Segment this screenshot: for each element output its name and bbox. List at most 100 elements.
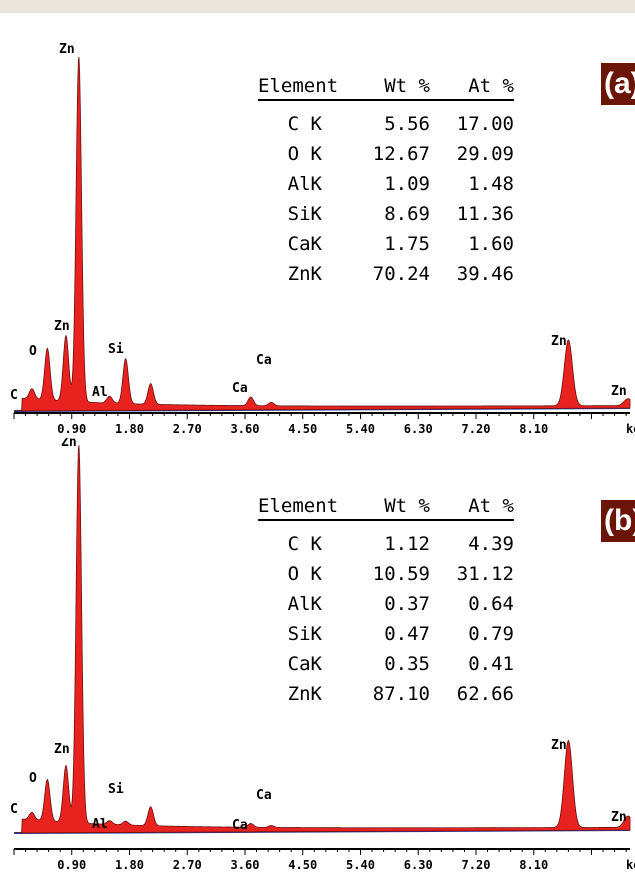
cell-at: 29.09 xyxy=(456,143,514,165)
table-row: CaK 1.75 1.60 xyxy=(258,229,514,259)
x-tick-label: 0.90 xyxy=(57,858,86,872)
cell-wt: 1.12 xyxy=(384,533,430,555)
cell-at: 4.39 xyxy=(468,533,514,555)
cell-element: CaK xyxy=(287,233,322,255)
table-row: AlK 1.09 1.48 xyxy=(258,169,514,199)
table-row: AlK 0.37 0.64 xyxy=(258,589,514,619)
x-tick-label: 2.70 xyxy=(173,858,202,872)
x-tick-label: 6.30 xyxy=(404,858,433,872)
header-at: At % xyxy=(468,495,514,517)
peak-label: Zn xyxy=(59,42,75,57)
cell-element: O K xyxy=(287,563,322,585)
peak-label: Zn xyxy=(551,738,567,753)
x-tick-label: 7.20 xyxy=(462,858,491,872)
peak-label: Ca xyxy=(256,353,272,368)
cell-wt: 0.47 xyxy=(384,623,430,645)
cell-at: 17.00 xyxy=(456,113,514,135)
peak-label: Zn xyxy=(54,319,70,334)
cell-wt: 10.59 xyxy=(372,563,430,585)
table-header: Element Wt % At % xyxy=(258,75,514,101)
cell-wt: 87.10 xyxy=(372,683,430,705)
cell-at: 0.41 xyxy=(468,653,514,675)
cell-element: SiK xyxy=(287,203,322,225)
cell-at: 62.66 xyxy=(456,683,514,705)
x-tick-label: 0.90 xyxy=(57,422,86,436)
panel-label-b: (b) xyxy=(601,500,635,542)
cell-element: CaK xyxy=(287,653,322,675)
table-row: O K 10.59 31.12 xyxy=(258,559,514,589)
header-element: Element xyxy=(258,495,339,517)
cell-element: SiK xyxy=(287,623,322,645)
spectrum-panel-a: 0.90 1.80 2.70 3.60 4.50 5.40 6.30 7.20 8.10 keV C… xyxy=(0,13,635,438)
table-row: CaK 0.35 0.41 xyxy=(258,649,514,679)
cell-at: 1.48 xyxy=(468,173,514,195)
cell-element: AlK xyxy=(287,173,322,195)
x-tick-label: 2.70 xyxy=(173,422,202,436)
x-axis-label: keV xyxy=(626,858,635,872)
cell-at: 1.60 xyxy=(468,233,514,255)
peak-label: Ca xyxy=(256,788,272,803)
peak-label: Si xyxy=(108,782,124,797)
cell-element: AlK xyxy=(287,593,322,615)
x-tick-label: 4.50 xyxy=(288,422,317,436)
cell-element: O K xyxy=(287,143,322,165)
spectrum-area xyxy=(13,56,631,412)
x-tick-label: 7.20 xyxy=(462,422,491,436)
top-border-strip xyxy=(0,0,635,13)
peak-label: Zn xyxy=(611,384,627,399)
table-row: ZnK 87.10 62.66 xyxy=(258,679,514,709)
cell-element: C K xyxy=(287,533,322,555)
spectrum-area xyxy=(13,445,631,834)
composition-table-b: Element Wt % At % C K 1.12 4.39 O K 10.59 31… xyxy=(258,495,514,709)
cell-element: ZnK xyxy=(287,683,322,705)
eds-spectrum-a: 0.90 1.80 2.70 3.60 4.50 5.40 6.30 7.20 8.10 keV C… xyxy=(10,42,635,436)
x-tick-label: 3.60 xyxy=(231,422,260,436)
x-tick-label: 8.10 xyxy=(519,422,548,436)
peak-label: Ca xyxy=(232,818,248,833)
cell-wt: 5.56 xyxy=(384,113,430,135)
x-tick-label: 1.80 xyxy=(115,422,144,436)
cell-at: 39.46 xyxy=(456,263,514,285)
cell-at: 0.79 xyxy=(468,623,514,645)
x-tick-label: 6.30 xyxy=(404,422,433,436)
peak-label: C xyxy=(10,388,18,403)
x-tick-label: 8.10 xyxy=(519,858,548,872)
cell-at: 11.36 xyxy=(456,203,514,225)
peak-label: Zn xyxy=(551,334,567,349)
table-row: SiK 0.47 0.79 xyxy=(258,619,514,649)
peak-label: Zn xyxy=(54,742,70,757)
cell-wt: 8.69 xyxy=(384,203,430,225)
x-axis-label: keV xyxy=(626,422,635,436)
spectrum-panel-b: 0.90 1.80 2.70 3.60 4.50 5.40 6.30 7.20 8.10 keV C… xyxy=(0,438,635,872)
panel-label-a: (a) xyxy=(601,63,635,105)
header-element: Element xyxy=(258,75,339,97)
table-row: C K 1.12 4.39 xyxy=(258,529,514,559)
header-wt: Wt % xyxy=(384,495,430,517)
table-header: Element Wt % At % xyxy=(258,495,514,521)
cell-wt: 1.09 xyxy=(384,173,430,195)
x-tick-label: 5.40 xyxy=(346,858,375,872)
header-wt: Wt % xyxy=(384,75,430,97)
composition-table-a: Element Wt % At % C K 5.56 17.00 O K 12.67 2… xyxy=(258,75,514,289)
peak-label: O xyxy=(29,771,37,786)
peak-label: Ca xyxy=(232,381,248,396)
peak-label: Zn xyxy=(611,810,627,825)
cell-wt: 70.24 xyxy=(372,263,430,285)
cell-wt: 0.35 xyxy=(384,653,430,675)
x-tick-label: 1.80 xyxy=(115,858,144,872)
cell-wt: 1.75 xyxy=(384,233,430,255)
cell-element: ZnK xyxy=(287,263,322,285)
x-tick-label: 3.60 xyxy=(231,858,260,872)
header-at: At % xyxy=(468,75,514,97)
x-tick-label: 5.40 xyxy=(346,422,375,436)
x-tick-label: 4.50 xyxy=(288,858,317,872)
eds-spectrum-b: 0.90 1.80 2.70 3.60 4.50 5.40 6.30 7.20 8.10 keV C… xyxy=(10,438,635,872)
peak-label: Al xyxy=(92,385,108,400)
peak-label: Zn xyxy=(61,438,77,450)
cell-at: 31.12 xyxy=(456,563,514,585)
table-row: SiK 8.69 11.36 xyxy=(258,199,514,229)
table-row: ZnK 70.24 39.46 xyxy=(258,259,514,289)
peak-label: Al xyxy=(92,817,108,832)
table-row: O K 12.67 29.09 xyxy=(258,139,514,169)
peak-label: C xyxy=(10,802,18,817)
